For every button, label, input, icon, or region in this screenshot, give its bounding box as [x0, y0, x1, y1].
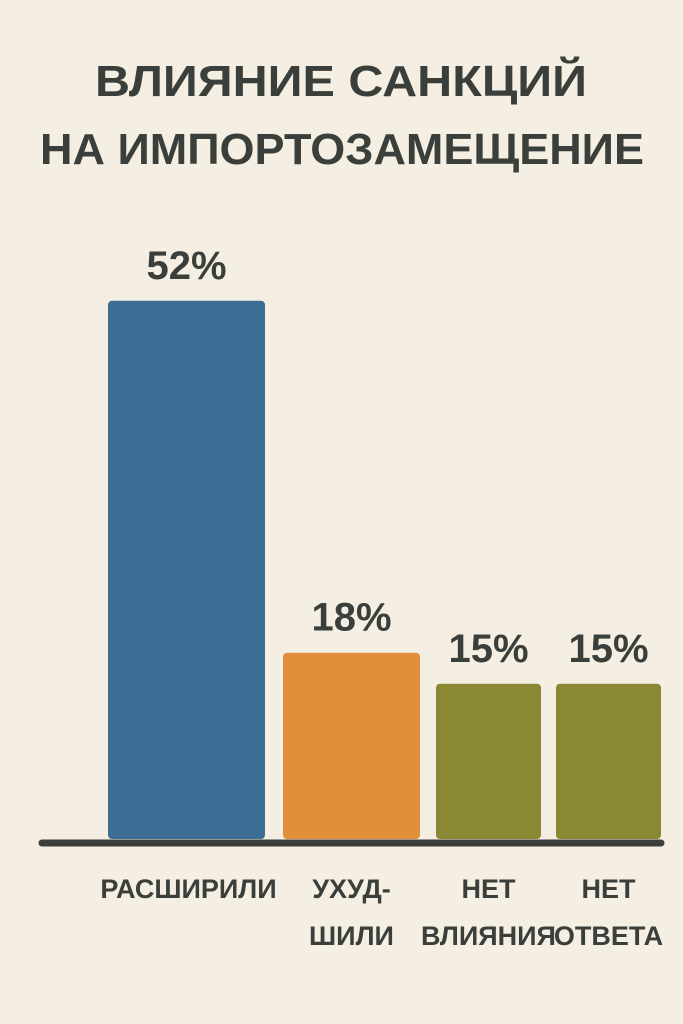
x-tick-label: УХУД- — [312, 874, 390, 904]
bar — [108, 300, 265, 839]
bar — [556, 683, 661, 839]
bar — [436, 683, 541, 839]
chart-title: НА ИМПОРТОЗАМЕЩЕНИЕ — [40, 125, 644, 174]
x-tick-label: ШИЛИ — [309, 921, 394, 951]
value-label: 52% — [146, 244, 226, 288]
x-tick-label: РАСШИРИЛИ — [100, 874, 276, 904]
value-label: 15% — [448, 627, 528, 671]
value-label: 15% — [568, 627, 648, 671]
bar — [283, 652, 420, 839]
chart-title: ВЛИЯНИЕ САНКЦИЙ — [95, 55, 587, 106]
x-tick-label: ВЛИЯНИЯ — [421, 921, 556, 951]
x-tick-label: ОТВЕТА — [554, 921, 663, 951]
x-tick-label: НЕТ — [582, 874, 637, 904]
x-tick-label: НЕТ — [462, 874, 517, 904]
value-label: 18% — [311, 596, 391, 640]
